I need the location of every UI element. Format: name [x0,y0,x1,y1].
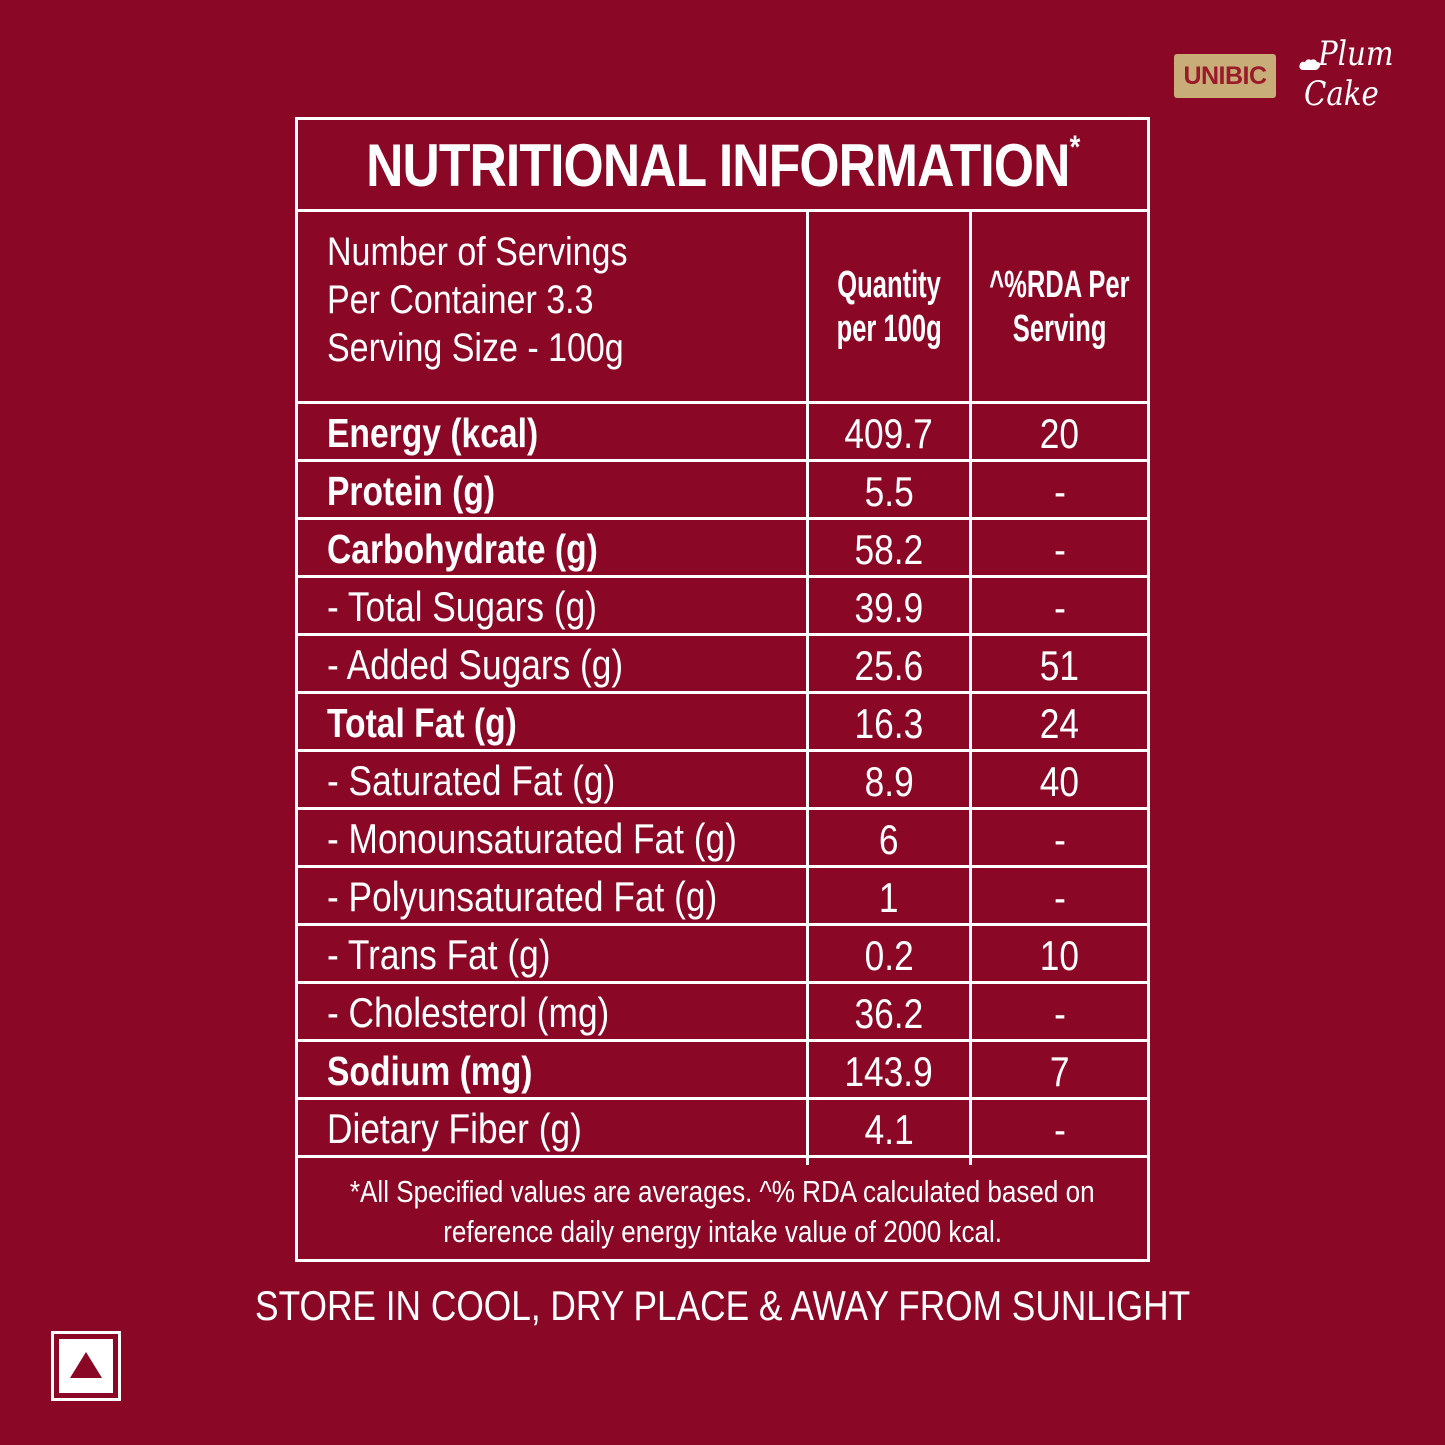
column-divider [969,212,972,1165]
footnote-line-2: reference daily energy intake value of 2… [443,1214,1002,1249]
nutrient-quantity: 409.7 [844,410,934,457]
rda-column-header: ^%RDA Per Serving [989,263,1130,350]
nutrient-quantity: 36.2 [854,990,924,1037]
table-row: Sodium (mg) 143.9 7 [298,1042,1147,1100]
nutrient-name: - Added Sugars (g) [327,641,624,688]
table-row: Protein (g) 5.5 - [298,462,1147,520]
product-name-line1: Plum [1318,34,1394,74]
nutrient-rda: - [1053,990,1066,1037]
product-name-line2: Cake [1304,74,1379,114]
table-row: Total Fat (g) 16.3 24 [298,694,1147,752]
nutrient-rda: - [1053,816,1066,863]
table-row: - Total Sugars (g) 39.9 - [298,578,1147,636]
nutrient-rda: - [1053,874,1066,921]
table-row: Dietary Fiber (g) 4.1 - [298,1100,1147,1158]
triangle-icon [70,1352,102,1378]
product-logo: Plum Cake [1298,34,1423,124]
nutrient-rda: - [1053,584,1066,631]
title-asterisk: * [1069,129,1080,165]
nutrient-name: Sodium (mg) [327,1048,533,1094]
nutrient-name: - Monounsaturated Fat (g) [327,815,737,862]
chef-hat-icon [1299,59,1321,70]
table-row: - Cholesterol (mg) 36.2 - [298,984,1147,1042]
quantity-column-header: Quantity per 100g [836,263,942,350]
nutrient-quantity: 39.9 [854,584,924,631]
nutrient-rda: - [1053,1106,1066,1153]
non-veg-symbol-icon [51,1331,121,1401]
nutrient-name: - Saturated Fat (g) [327,757,616,804]
nutrient-quantity: 143.9 [844,1048,934,1095]
nutrient-rda: 24 [1039,700,1080,747]
table-row: Carbohydrate (g) 58.2 - [298,520,1147,578]
nutrient-quantity: 16.3 [854,700,924,747]
nutrient-quantity: 0.2 [864,932,914,979]
nutrient-quantity: 4.1 [864,1106,914,1153]
serving-line-2: Per Container 3.3 [327,278,594,322]
nutrient-name: Dietary Fiber (g) [327,1105,582,1152]
nutrition-title-row: NUTRITIONAL INFORMATION* [298,120,1147,212]
column-divider [806,212,809,1165]
nutrient-quantity: 8.9 [864,758,914,805]
nutrition-title: NUTRITIONAL INFORMATION* [365,129,1080,199]
nutrient-name: Energy (kcal) [327,410,539,456]
table-row: - Trans Fat (g) 0.2 10 [298,926,1147,984]
table-row: - Monounsaturated Fat (g) 6 - [298,810,1147,868]
table-row: - Saturated Fat (g) 8.9 40 [298,752,1147,810]
nutrient-rda: 10 [1039,932,1080,979]
nutrient-name: - Polyunsaturated Fat (g) [327,873,718,920]
serving-line-3: Serving Size - 100g [327,326,624,370]
table-row: - Polyunsaturated Fat (g) 1 - [298,868,1147,926]
nutrient-name: Carbohydrate (g) [327,526,598,572]
nutrient-quantity: 25.6 [854,642,924,689]
nutrient-rda: 40 [1039,758,1080,805]
serving-info: Number of Servings Per Container 3.3 Ser… [327,228,627,372]
nutrient-quantity: 6 [879,816,899,863]
nutrient-quantity: 1 [879,874,899,921]
footnote-line-1: *All Specified values are averages. ^% R… [350,1174,1095,1209]
storage-instruction: STORE IN COOL, DRY PLACE & AWAY FROM SUN… [254,1282,1191,1329]
nutrient-quantity: 58.2 [854,526,924,573]
table-row: - Added Sugars (g) 25.6 51 [298,636,1147,694]
footnote: *All Specified values are averages. ^% R… [298,1165,1147,1259]
nutrient-rda: 7 [1049,1048,1070,1095]
serving-line-1: Number of Servings [327,230,628,274]
brand-badge: UNIBIC [1174,54,1276,98]
nutrient-name: Total Fat (g) [327,700,517,746]
nutrient-rda: 20 [1039,410,1080,457]
nutrient-name: - Trans Fat (g) [327,931,551,978]
nutrition-panel: NUTRITIONAL INFORMATION* Number of Servi… [295,117,1150,1262]
nutrient-name: - Cholesterol (mg) [327,989,610,1036]
nutrient-quantity: 5.5 [864,468,914,515]
nutrient-name: - Total Sugars (g) [327,583,597,630]
nutrient-rda: 51 [1039,642,1080,689]
table-row: Energy (kcal) 409.7 20 [298,404,1147,462]
table-header-row: Number of Servings Per Container 3.3 Ser… [298,212,1147,404]
nutrient-name: Protein (g) [327,468,496,514]
nutrient-rows: Energy (kcal) 409.7 20 Protein (g) 5.5 -… [298,404,1147,1158]
nutrient-rda: - [1053,526,1066,573]
nutrient-rda: - [1053,468,1066,515]
